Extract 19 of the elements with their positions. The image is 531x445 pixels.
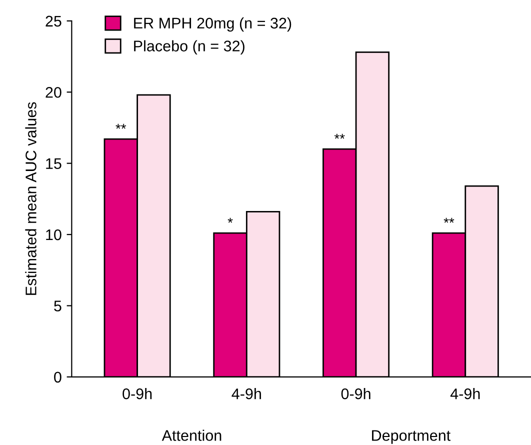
y-axis-title: Estimated mean AUC values xyxy=(25,102,36,295)
legend-label: Placebo (n = 32) xyxy=(134,40,244,54)
y-tick-label: 0 xyxy=(54,372,62,383)
text: Attention xyxy=(162,430,222,441)
data-label: ** xyxy=(334,134,345,139)
x-tick-label: 0-9h xyxy=(122,388,152,400)
x-tick-label: 0-9h xyxy=(341,388,370,400)
data-label: * xyxy=(228,218,233,223)
y-tick-label: 5 xyxy=(54,300,62,312)
y-tick-label: 10 xyxy=(46,229,62,240)
y-tick-label: 20 xyxy=(46,86,62,98)
x-tick-label: 4-9h xyxy=(232,388,261,400)
data-label: ** xyxy=(444,218,454,223)
y-tick-label: 15 xyxy=(46,158,62,169)
y-tick-label: 25 xyxy=(46,16,62,27)
data-label: ** xyxy=(116,124,126,129)
x-tick-label: 4-9h xyxy=(450,388,480,400)
text: Deportment xyxy=(372,430,451,444)
legend-label: ER MPH 20mg (n = 32) xyxy=(134,17,292,32)
